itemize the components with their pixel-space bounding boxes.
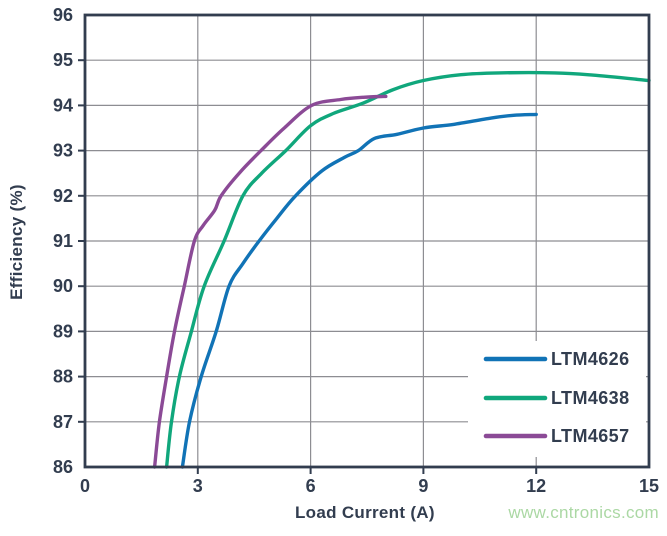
x-tick-label: 15 [639, 476, 659, 496]
watermark-text: www.cntronics.com [508, 503, 659, 522]
x-tick-label: 0 [80, 476, 90, 496]
x-tick-label: 12 [526, 476, 546, 496]
y-tick-label: 94 [53, 95, 73, 115]
plot-frame [83, 13, 651, 469]
y-tick-label: 92 [53, 186, 73, 206]
series-line-LTM4657 [152, 94, 388, 469]
x-tick-label: 3 [193, 476, 203, 496]
y-axis-title: Efficiency (%) [7, 184, 26, 300]
y-tick-label: 89 [53, 321, 73, 341]
y-tick-label: 87 [53, 412, 73, 432]
y-tick-label: 90 [53, 276, 73, 296]
y-tick-label: 95 [53, 50, 73, 70]
y-tick-label: 91 [53, 231, 73, 251]
legend-label-LTM4657: LTM4657 [551, 426, 630, 446]
x-tick-label: 9 [418, 476, 428, 496]
legend-label-LTM4638: LTM4638 [551, 388, 630, 408]
legend-label-LTM4626: LTM4626 [551, 349, 630, 369]
y-tick-label: 86 [53, 457, 73, 477]
y-tick-label: 88 [53, 367, 73, 387]
y-tick-label: 96 [53, 5, 73, 25]
series-line-LTM4626 [180, 112, 538, 469]
y-tick-label: 93 [53, 141, 73, 161]
x-axis-title: Load Current (A) [295, 503, 435, 522]
x-tick-label: 6 [306, 476, 316, 496]
series-line-LTM4638 [164, 70, 651, 469]
